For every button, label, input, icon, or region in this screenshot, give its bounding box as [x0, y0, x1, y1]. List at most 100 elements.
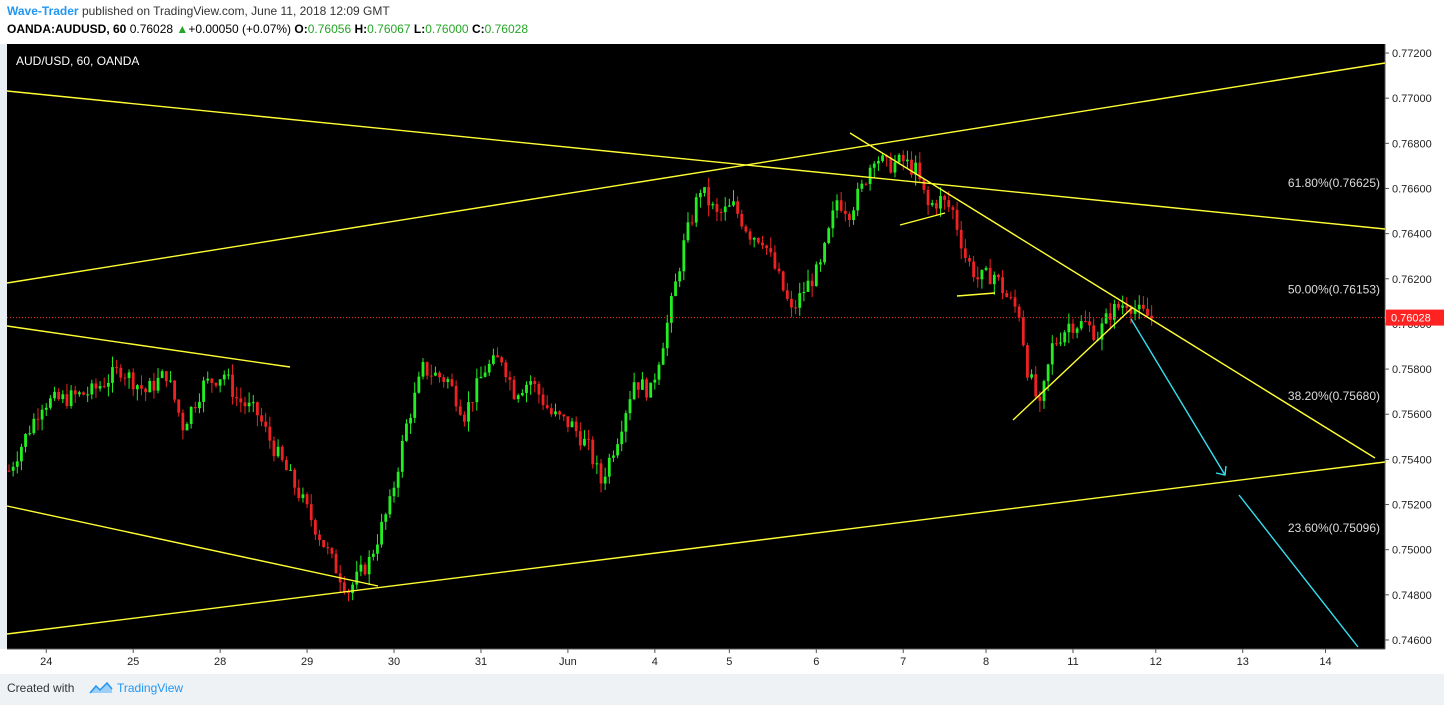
price-tick-label: 0.75200 [1392, 500, 1432, 512]
candle-body [698, 192, 702, 198]
candle-body [814, 264, 818, 287]
candle-body [802, 291, 806, 294]
candle-body [458, 406, 462, 415]
candle-body [388, 496, 392, 515]
chart-plot-area[interactable] [7, 44, 1385, 649]
candle-body [661, 348, 665, 365]
candle-body [61, 394, 65, 400]
candle-body [1067, 323, 1071, 333]
candle-body [396, 471, 400, 488]
candle-body [1137, 304, 1141, 310]
candle-body [235, 397, 239, 399]
price-axis[interactable] [1385, 44, 1444, 674]
candle-body [371, 553, 375, 557]
time-tick-label: 24 [40, 656, 52, 668]
candle-body [289, 469, 292, 471]
candle-body [727, 205, 731, 207]
candle-body [127, 372, 131, 378]
tradingview-link[interactable]: TradingView [117, 681, 184, 695]
candle-body [140, 385, 143, 389]
fib-level-label: 38.20%(0.75680) [1288, 389, 1380, 403]
candle-body [318, 534, 321, 541]
candle-body [1108, 313, 1112, 320]
candle-body [922, 179, 926, 190]
close-label: C: [471, 22, 485, 36]
candle-body [347, 591, 350, 594]
author-link[interactable]: Wave-Trader [7, 4, 79, 18]
low-label: L: [413, 22, 426, 36]
candle-body [1141, 304, 1145, 309]
candle-body [65, 394, 69, 407]
flag-line-2 [956, 292, 996, 297]
candle-body [181, 412, 185, 431]
candle-body [549, 408, 553, 415]
candle-body [761, 242, 764, 246]
candle-body [574, 421, 578, 432]
candle-body [384, 514, 388, 522]
candle-body [463, 414, 466, 422]
candle-body [612, 455, 615, 458]
published-text: published on TradingView.com, June 11, 2… [81, 4, 390, 18]
price-chart[interactable]: 61.80%(0.76625) 50.00%(0.76153) 38.20%(0.7… [0, 44, 1444, 674]
candle-body [678, 271, 682, 282]
candle-body [467, 402, 470, 422]
price-tick-label: 0.77200 [1392, 48, 1432, 60]
candle-body [1050, 343, 1054, 365]
candle-body [897, 154, 901, 163]
candle-body [1088, 321, 1091, 326]
price-tick-label: 0.77000 [1392, 93, 1432, 105]
candle-body [496, 355, 499, 358]
price-tick-label: 0.75000 [1392, 545, 1432, 557]
candle-body [475, 378, 479, 403]
candle-body [963, 248, 967, 258]
candle-body [628, 399, 632, 414]
candle-body [376, 544, 379, 554]
candle-body [297, 487, 301, 499]
candle-body [823, 242, 826, 263]
candle-body [665, 322, 669, 349]
candle-body [798, 293, 802, 308]
candle-body [860, 183, 864, 189]
candle-body [632, 382, 636, 400]
candle-body [877, 160, 880, 164]
candle-body [570, 421, 574, 428]
candle-body [380, 521, 383, 545]
candle-body [603, 476, 607, 484]
close-value: 0.76028 [484, 22, 529, 36]
candle-body [1146, 308, 1149, 316]
candle-body [272, 440, 276, 457]
current-price-tag [1386, 309, 1444, 326]
candle-body [268, 426, 272, 441]
candle-body [607, 457, 611, 477]
candle-body [7, 470, 11, 472]
candle-body [686, 222, 690, 241]
price-tick-label: 0.76800 [1392, 138, 1432, 150]
candle-body [732, 201, 735, 206]
candle-body [512, 379, 516, 400]
low-value: 0.76000 [425, 22, 469, 36]
candle-body [28, 433, 32, 435]
candle-body [537, 384, 541, 395]
candle-body [98, 386, 102, 389]
candle-body [309, 504, 313, 521]
candle-body [40, 409, 44, 420]
candle-body [36, 418, 40, 420]
candle-body [790, 298, 793, 308]
price-tick-label: 0.74800 [1392, 590, 1432, 602]
candle-body [1104, 313, 1108, 324]
candle-body [359, 564, 363, 572]
candle-body [227, 374, 230, 376]
fib-level-label: 61.80%(0.76625) [1288, 176, 1380, 190]
candle-body [210, 378, 214, 383]
time-axis[interactable] [0, 649, 1385, 674]
candle-body [206, 378, 210, 381]
price-tick-label: 0.74600 [1392, 635, 1432, 647]
candle-body [703, 187, 706, 193]
candle-body [119, 367, 123, 378]
candle-body [313, 520, 317, 535]
candle-body [1059, 342, 1062, 344]
candle-body [322, 540, 326, 548]
candle-body [541, 394, 545, 406]
candle-body [148, 380, 152, 393]
candle-body [806, 280, 810, 292]
